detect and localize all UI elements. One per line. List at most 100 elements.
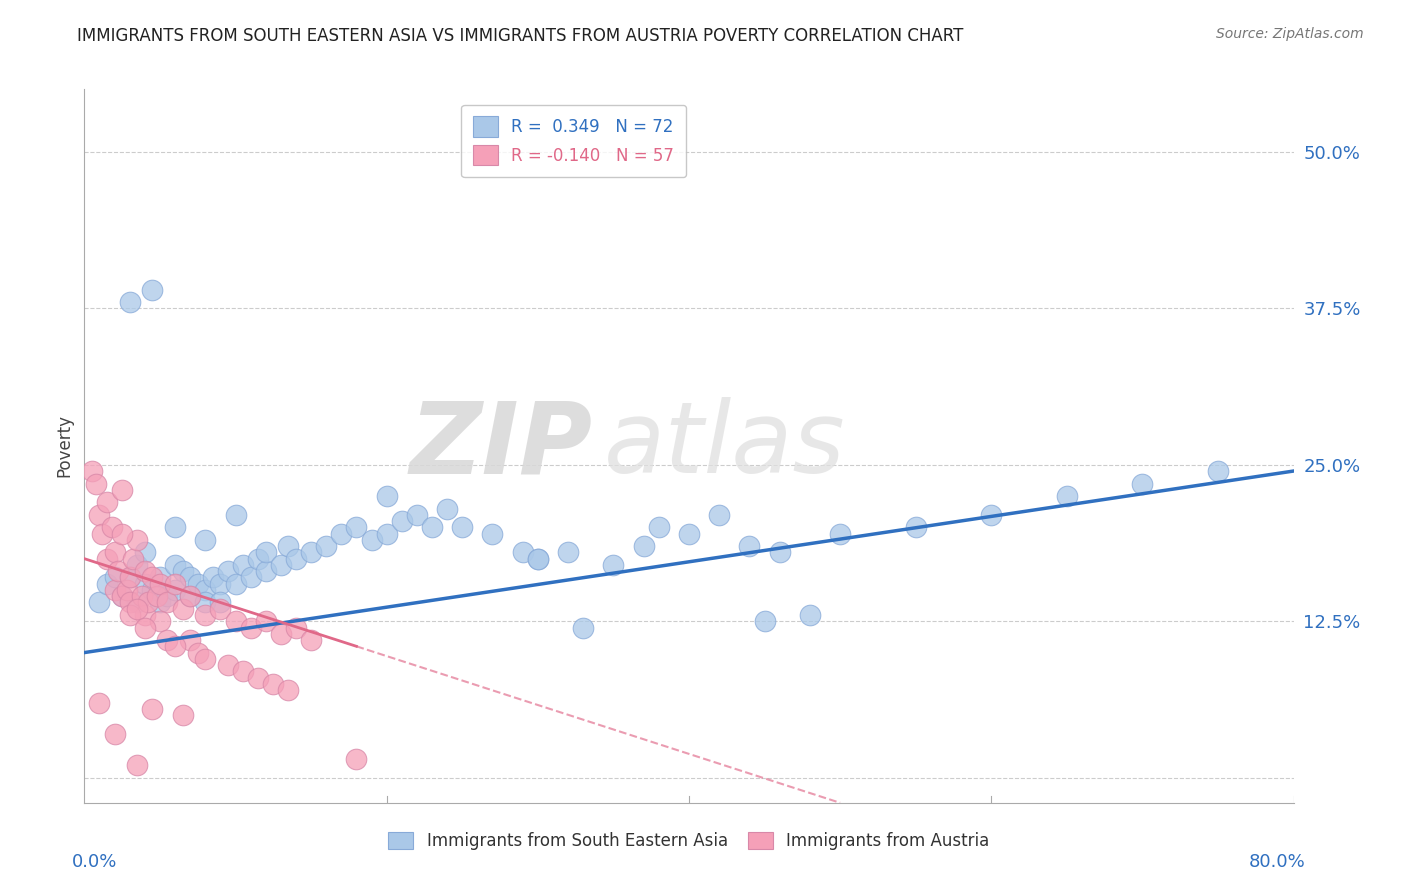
Point (149, 570, 172, 584)
Point (194, 595, 217, 609)
Point (254, 564, 277, 578)
Point (225, 508, 247, 522)
Point (187, 576, 209, 591)
Point (172, 708, 194, 723)
Point (270, 627, 292, 641)
Point (247, 671, 270, 685)
Point (754, 614, 776, 628)
Point (769, 545, 792, 559)
Point (285, 621, 308, 635)
Point (89, 595, 111, 609)
Point (194, 652, 217, 666)
Point (96, 551, 118, 566)
Point (360, 533, 382, 547)
Point (127, 601, 149, 615)
Point (375, 489, 398, 503)
Point (187, 646, 209, 660)
Point (527, 551, 550, 566)
Point (512, 545, 534, 559)
Point (420, 520, 443, 534)
Point (127, 558, 149, 572)
Point (1056, 489, 1078, 503)
Legend: Immigrants from South Eastern Asia, Immigrants from Austria: Immigrants from South Eastern Asia, Immi… (380, 824, 998, 859)
Text: ZIP: ZIP (409, 398, 592, 494)
Point (127, 595, 149, 609)
Point (330, 526, 353, 541)
Point (277, 539, 299, 553)
Point (127, 533, 149, 547)
Point (96, 576, 118, 591)
Point (136, 595, 159, 609)
Point (391, 514, 413, 528)
Point (179, 589, 201, 603)
Point (209, 595, 232, 609)
Point (254, 614, 277, 628)
Point (1206, 464, 1229, 478)
Y-axis label: Poverty: Poverty (55, 415, 73, 477)
Point (225, 614, 247, 628)
Point (89, 696, 111, 710)
Point (904, 520, 927, 534)
Point (118, 607, 141, 622)
Point (118, 570, 141, 584)
Point (141, 582, 163, 597)
Point (602, 558, 624, 572)
Point (104, 727, 127, 741)
Point (346, 520, 368, 534)
Point (127, 758, 149, 772)
Text: atlas: atlas (605, 398, 846, 494)
Point (648, 520, 671, 534)
Point (141, 570, 163, 584)
Point (156, 633, 179, 648)
Point (141, 283, 163, 297)
Point (436, 501, 458, 516)
Point (111, 589, 134, 603)
Point (527, 551, 550, 566)
Point (118, 595, 141, 609)
Point (172, 601, 194, 615)
Point (179, 589, 201, 603)
Point (799, 607, 821, 622)
Point (111, 526, 134, 541)
Point (165, 582, 187, 597)
Point (239, 570, 262, 584)
Point (217, 564, 239, 578)
Point (107, 564, 129, 578)
Point (232, 665, 254, 679)
Point (118, 570, 141, 584)
Point (572, 621, 595, 635)
Point (149, 595, 172, 609)
Point (262, 677, 284, 691)
Point (156, 595, 179, 609)
Point (232, 558, 254, 572)
Point (557, 545, 579, 559)
Point (254, 545, 277, 559)
Point (247, 551, 270, 566)
Point (709, 508, 731, 522)
Point (134, 576, 156, 591)
Point (86, 476, 108, 491)
Point (165, 640, 187, 654)
Point (194, 582, 217, 597)
Text: 80.0%: 80.0% (1249, 853, 1306, 871)
Point (633, 539, 655, 553)
Point (277, 683, 299, 698)
Point (111, 483, 134, 497)
Point (738, 539, 761, 553)
Point (315, 539, 337, 553)
Point (134, 607, 156, 622)
Point (149, 576, 172, 591)
Point (100, 520, 122, 534)
Point (134, 621, 156, 635)
Point (201, 570, 224, 584)
Point (406, 508, 429, 522)
Point (104, 570, 127, 584)
Point (270, 558, 292, 572)
Point (375, 526, 398, 541)
Point (80, 464, 103, 478)
Point (1132, 476, 1154, 491)
Point (172, 564, 194, 578)
Point (980, 508, 1002, 522)
Point (134, 564, 156, 578)
Point (115, 582, 138, 597)
